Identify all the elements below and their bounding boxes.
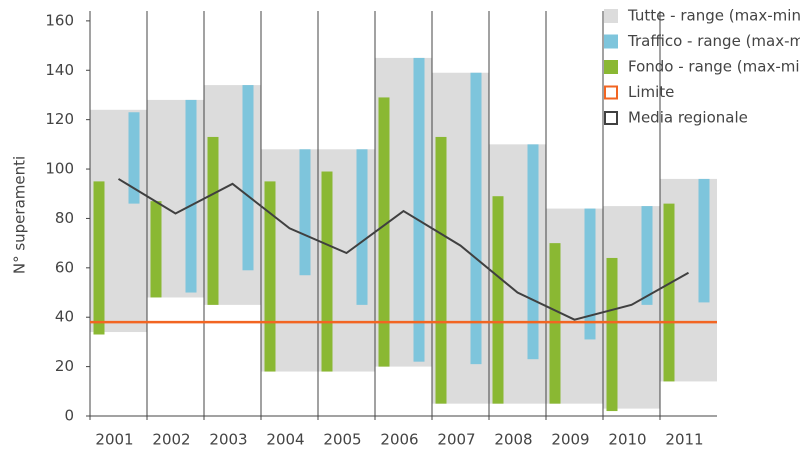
x-tick-label: 2004: [266, 431, 304, 449]
y-tick-label: 80: [55, 209, 74, 227]
range-bar: [356, 149, 368, 305]
range-bar: [264, 181, 276, 372]
y-tick-label: 60: [55, 258, 74, 276]
y-tick-label: 100: [45, 160, 74, 178]
range-bar: [527, 144, 539, 360]
x-tick-label: 2005: [323, 431, 361, 449]
range-bar: [378, 97, 390, 367]
range-bar: [242, 85, 254, 271]
legend-marker: [604, 111, 618, 125]
mean-line: [117, 178, 689, 321]
x-tick-label: 2003: [209, 431, 247, 449]
y-tick-label: 160: [45, 11, 74, 29]
range-bar: [128, 112, 140, 204]
x-tick-label: 2007: [437, 431, 475, 449]
range-bar: [150, 201, 162, 298]
x-tick-label: 2002: [152, 431, 190, 449]
range-bar: [641, 206, 653, 305]
y-tick-label: 140: [45, 61, 74, 79]
legend-label: Tutte - range (max-min): [627, 7, 800, 25]
x-tick-label: 2009: [551, 431, 589, 449]
range-bar: [470, 72, 482, 365]
x-tick-label: 2011: [665, 431, 703, 449]
range-bar: [698, 178, 710, 303]
legend-label: Fondo - range (max-min): [628, 58, 800, 76]
legend-marker: [604, 9, 618, 23]
legend-label: Traffico - range (max-min): [627, 32, 800, 50]
x-tick-label: 2008: [494, 431, 532, 449]
range-bar: [207, 136, 219, 305]
range-bar: [299, 149, 311, 276]
range-bar: [321, 171, 333, 372]
range-bar: [185, 99, 197, 293]
range-bar: [606, 257, 618, 412]
range-bar: [435, 136, 447, 404]
y-tick-label: 0: [64, 407, 74, 425]
range-bar: [492, 196, 504, 404]
legend-marker: [604, 34, 618, 49]
y-axis-label: N° superamenti: [11, 156, 29, 274]
range-bar: [413, 57, 425, 362]
range-bar: [93, 181, 105, 335]
y-tick-label: 120: [45, 110, 74, 128]
y-tick-label: 20: [55, 357, 74, 375]
legend-label: Limite: [628, 83, 674, 101]
x-tick-label: 2006: [380, 431, 418, 449]
y-tick-label: 40: [55, 308, 74, 326]
range-bar: [663, 203, 675, 382]
range-bar: [584, 208, 596, 340]
x-tick-label: 2001: [95, 431, 133, 449]
x-tick-label: 2010: [608, 431, 646, 449]
legend-marker: [604, 85, 618, 100]
legend-label: Media regionale: [628, 109, 748, 127]
legend-marker: [604, 60, 618, 74]
